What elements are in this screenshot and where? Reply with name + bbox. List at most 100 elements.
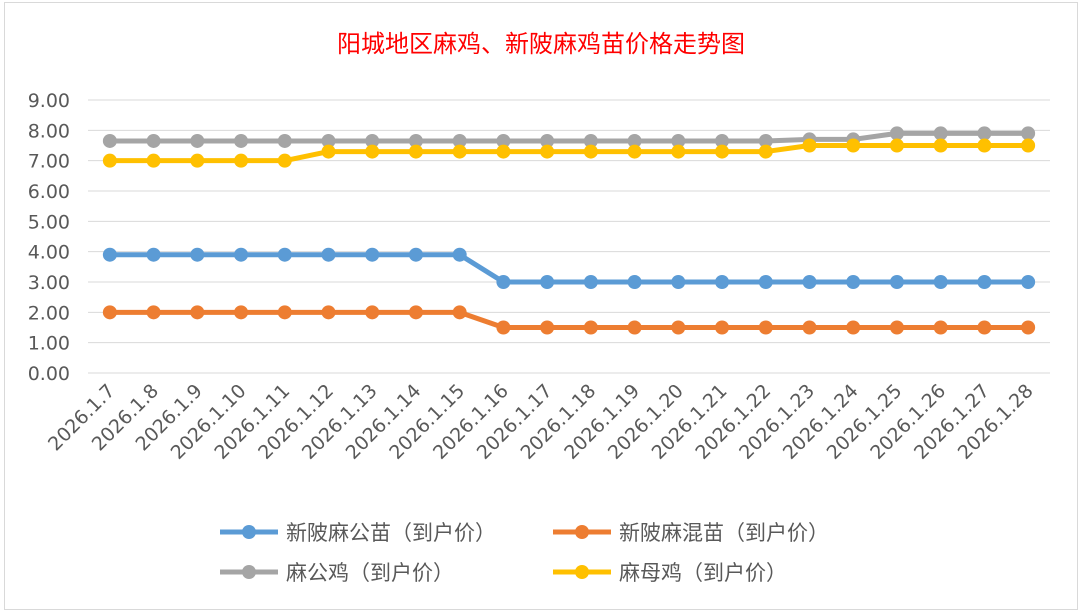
data-point	[190, 247, 205, 262]
data-point	[1021, 138, 1036, 153]
data-point	[671, 320, 686, 335]
data-point	[802, 275, 817, 289]
data-point	[408, 305, 423, 320]
y-tick-label: 2.00	[28, 302, 70, 324]
data-point	[102, 133, 117, 148]
data-point	[1021, 275, 1036, 289]
data-point	[933, 320, 948, 335]
data-point	[190, 153, 205, 168]
data-point	[627, 133, 642, 148]
data-point	[321, 305, 336, 320]
data-point	[540, 133, 555, 148]
data-point	[365, 133, 380, 148]
y-tick-label: 8.00	[28, 120, 70, 142]
series-line	[109, 309, 1029, 330]
data-point	[1021, 126, 1036, 141]
data-point	[889, 126, 904, 141]
legend-label: 新陂麻混苗（到户价）	[619, 521, 829, 545]
y-tick-label: 5.00	[28, 211, 70, 233]
data-point	[627, 275, 642, 289]
data-point	[408, 144, 423, 159]
data-point	[671, 275, 686, 289]
data-point	[977, 275, 992, 289]
data-point	[496, 275, 511, 289]
data-point	[933, 138, 948, 153]
y-tick-label: 9.00	[28, 90, 70, 112]
legend-swatch-marker	[242, 525, 256, 539]
data-point	[802, 138, 817, 153]
chart-area	[4, 2, 1078, 610]
data-point	[715, 144, 730, 159]
data-point	[146, 133, 161, 148]
y-tick-label: 1.00	[28, 333, 70, 355]
series-line	[109, 143, 1029, 164]
data-point	[671, 133, 686, 148]
data-point	[277, 133, 292, 148]
data-point	[846, 138, 861, 153]
data-point	[321, 247, 336, 262]
data-point	[102, 247, 117, 262]
data-point	[277, 305, 292, 320]
y-tick-label: 3.00	[28, 272, 70, 294]
data-point	[627, 144, 642, 159]
data-point	[452, 133, 467, 148]
data-point	[365, 247, 380, 262]
data-point	[715, 275, 730, 289]
series-line	[109, 130, 1029, 144]
series-line	[109, 252, 1029, 285]
legend-label: 新陂麻公苗（到户价）	[286, 521, 496, 545]
data-point	[234, 247, 249, 262]
legend-swatch-marker	[242, 565, 256, 579]
data-point	[408, 133, 423, 148]
y-tick-label: 0.00	[28, 363, 70, 385]
data-point	[452, 247, 467, 262]
y-tick-label: 4.00	[28, 242, 70, 264]
data-point	[671, 144, 686, 159]
data-point	[277, 153, 292, 168]
data-point	[496, 320, 511, 335]
y-tick-label: 6.00	[28, 181, 70, 203]
data-point	[802, 320, 817, 335]
data-point	[977, 126, 992, 141]
data-point	[933, 126, 948, 141]
data-point	[583, 144, 598, 159]
data-point	[715, 133, 730, 148]
data-point	[408, 247, 423, 262]
data-point	[1021, 320, 1036, 335]
data-point	[452, 144, 467, 159]
legend-swatch-marker	[575, 525, 589, 539]
data-point	[496, 144, 511, 159]
data-point	[758, 133, 773, 148]
data-point	[321, 144, 336, 159]
data-point	[146, 153, 161, 168]
data-point	[977, 138, 992, 153]
data-point	[277, 247, 292, 262]
data-point	[146, 305, 161, 320]
data-point	[190, 133, 205, 148]
data-point	[496, 133, 511, 148]
data-point	[846, 275, 861, 289]
data-point	[977, 320, 992, 335]
data-point	[583, 133, 598, 148]
data-point	[715, 320, 730, 335]
legend-swatch-marker	[575, 565, 589, 579]
data-point	[321, 133, 336, 148]
y-tick-label: 7.00	[28, 151, 70, 173]
data-point	[102, 153, 117, 168]
data-point	[234, 153, 249, 168]
legend-label: 麻公鸡（到户价）	[286, 561, 454, 585]
data-point	[234, 305, 249, 320]
data-point	[102, 305, 117, 320]
legend-label: 麻母鸡（到户价）	[619, 561, 787, 585]
data-point	[540, 320, 555, 335]
data-point	[452, 305, 467, 320]
data-point	[933, 275, 948, 289]
data-point	[190, 305, 205, 320]
data-point	[365, 144, 380, 159]
data-point	[627, 320, 642, 335]
data-point	[758, 320, 773, 335]
data-point	[583, 275, 598, 289]
data-point	[758, 144, 773, 159]
data-point	[540, 144, 555, 159]
data-point	[846, 320, 861, 335]
